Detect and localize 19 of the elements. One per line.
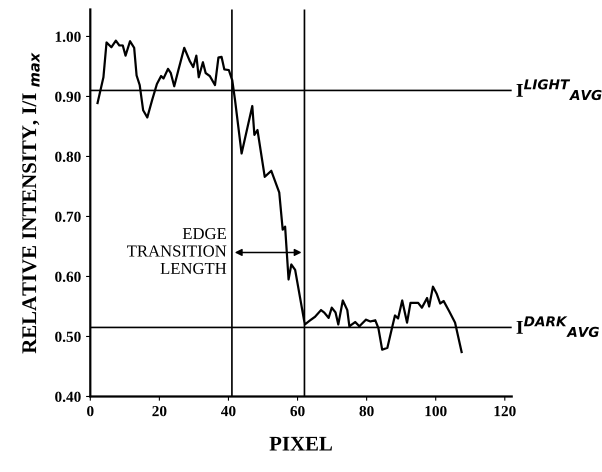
x-tick-label: 60 xyxy=(290,406,305,416)
x-tick-label: 100 xyxy=(425,406,447,416)
x-tick-label: 40 xyxy=(221,406,236,416)
y-tick-label: 0.60 xyxy=(55,272,81,282)
x-axis-title: PIXEL xyxy=(270,436,332,450)
y-tick-label: 0.70 xyxy=(55,212,81,222)
x-tick-label: 0 xyxy=(87,406,94,416)
y-tick-label: 0.40 xyxy=(55,392,81,402)
x-tick-label: 120 xyxy=(494,406,516,416)
y-axis-title: RELATIVE INTENSITY, I/I $_{max}$ xyxy=(22,52,40,354)
x-tick-label: 20 xyxy=(152,406,166,416)
annotation: EDGE TRANSITION LENGTH xyxy=(127,228,226,274)
ref-line-label: I$^{LIGHT}$$_{AVG}$ xyxy=(516,79,602,100)
y-tick-label: 0.90 xyxy=(55,92,81,102)
y-tick-label: 0.80 xyxy=(55,152,81,162)
ref-line-label: I$^{DARK}$$_{AVG}$ xyxy=(516,316,599,338)
y-tick-label: 0.50 xyxy=(55,332,81,342)
x-tick-label: 80 xyxy=(359,406,374,416)
y-tick-label: 1.00 xyxy=(56,32,81,42)
